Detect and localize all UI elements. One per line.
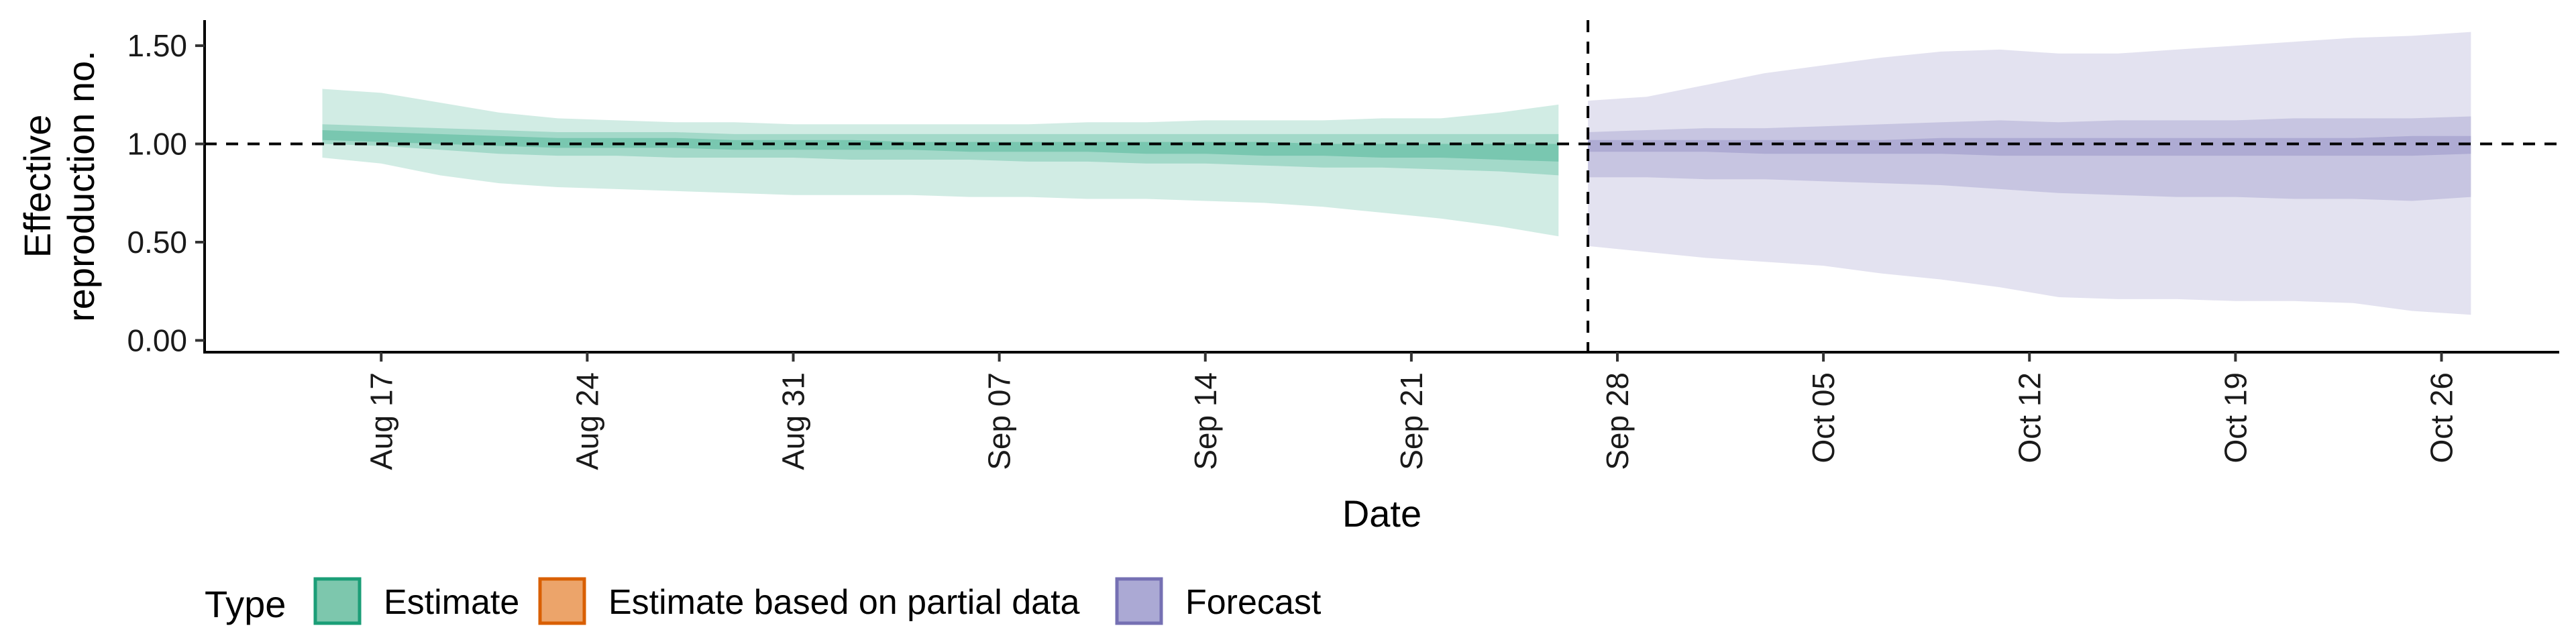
y-axis: 0.00 0.50 1.00 1.50	[127, 20, 206, 358]
forecast-band-20	[1588, 136, 2471, 156]
x-tick-label: Sep 14	[1188, 372, 1223, 470]
x-axis-title: Date	[1342, 492, 1421, 535]
x-tick-label: Sep 28	[1600, 372, 1635, 470]
x-tick-label: Aug 24	[570, 372, 604, 470]
legend-label-3: Forecast	[1185, 583, 1322, 622]
legend-title: Type	[205, 583, 286, 625]
x-tick-label: Oct 19	[2218, 372, 2253, 464]
x-tick-label: Oct 26	[2424, 372, 2459, 464]
forecast-band-90	[1588, 32, 2471, 315]
x-ticks: Aug 17 Aug 24 Aug 31 Sep 07 Sep 14 Sep 21 Sep …	[364, 352, 2459, 470]
legend-key-2	[538, 577, 586, 625]
y-tick-label: 1.00	[127, 127, 187, 162]
estimate-band-90	[322, 89, 1559, 237]
estimate-band-50	[322, 124, 1559, 176]
x-tick-label: Sep 07	[982, 372, 1017, 470]
plot-area	[205, 20, 2559, 352]
forecast-band-50	[1588, 116, 2471, 201]
legend-label-2: Estimate based on partial data	[608, 583, 1080, 622]
x-tick-label: Oct 12	[2012, 372, 2047, 464]
x-tick-label: Oct 05	[1806, 372, 1841, 464]
forecast-bands	[1588, 32, 2471, 315]
y-tick-label: 1.50	[127, 28, 187, 63]
y-axis-title-line-1: Effective	[16, 115, 58, 258]
legend-key-3	[1115, 577, 1163, 625]
legend-items: Estimate Estimate based on partial data Fo…	[313, 577, 1322, 625]
x-tick-label: Sep 21	[1394, 372, 1429, 470]
y-axis-title-line-2: reproduction no.	[60, 50, 102, 322]
legend-key-1	[313, 577, 362, 625]
y-axis-title: Effective reproduction no.	[16, 50, 102, 322]
x-axis: Aug 17 Aug 24 Aug 31 Sep 07 Sep 14 Sep 21 Sep …	[203, 351, 2559, 470]
x-tick-label: Aug 31	[776, 372, 811, 470]
legend: Type Estimate Estimate based on partial d…	[205, 577, 1322, 625]
y-tick-label: 0.50	[127, 225, 187, 260]
legend-label-1: Estimate	[384, 583, 519, 622]
estimate-band-20	[322, 130, 1559, 162]
estimate-bands	[322, 89, 1559, 237]
x-tick-label: Aug 17	[364, 372, 398, 470]
y-tick-label: 0.00	[127, 323, 187, 358]
y-ticks: 0.00 0.50 1.00 1.50	[127, 28, 205, 358]
